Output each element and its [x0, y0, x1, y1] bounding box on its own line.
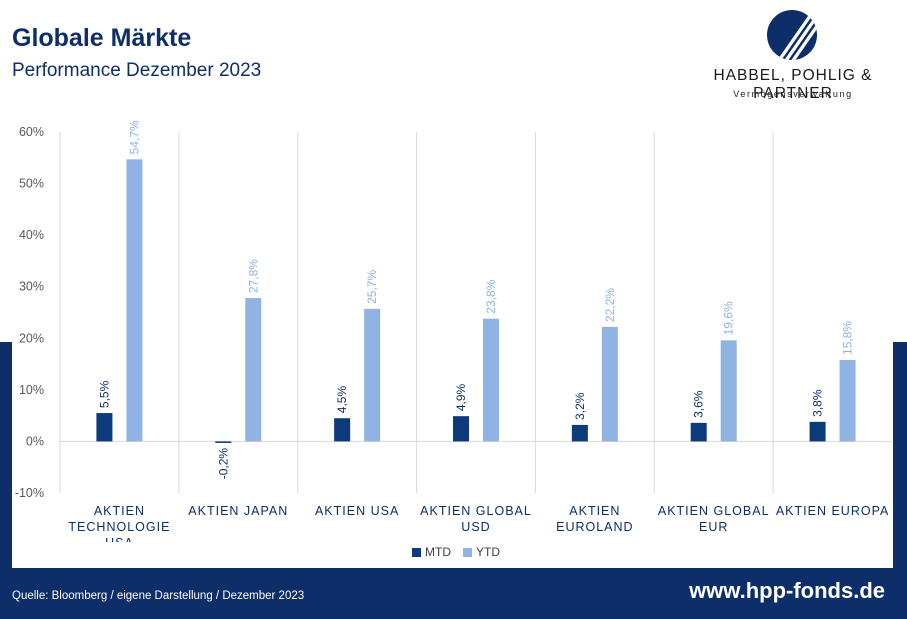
legend-swatch-ytd: [463, 547, 472, 557]
category-label: AKTIEN JAPAN: [188, 504, 288, 518]
category-label: AKTIEN GLOBAL: [658, 504, 770, 518]
legend-label-ytd: YTD: [476, 545, 500, 559]
bar-ytd: [720, 340, 737, 442]
data-label-ytd: 23,8%: [484, 279, 498, 313]
company-logo: HABBEL, POHLIG & PARTNER Vermögensverwal…: [688, 10, 898, 105]
y-tick-label: 0%: [26, 434, 44, 448]
category-label: AKTIEN EUROPA: [776, 504, 889, 518]
bar-chart: 60% 50% 40% 30% 20% 10% 0% -10% 5,5% 54,7% AKTIEN T…: [15, 120, 892, 542]
category-label: EUR: [699, 520, 728, 534]
data-label-ytd: 27,8%: [246, 259, 260, 293]
bar-mtd: [571, 424, 588, 442]
category-label: USD: [461, 520, 490, 534]
chart-panel: 60% 50% 40% 30% 20% 10% 0% -10% 5,5% 54,7% AKTIEN T…: [12, 117, 893, 568]
y-tick-label: 60%: [19, 125, 44, 139]
category-label: AKTIEN: [569, 504, 620, 518]
left-accent-band: [0, 342, 12, 619]
bar-ytd: [483, 318, 499, 442]
category-label: AKTIEN GLOBAL: [420, 504, 532, 518]
category-label: EUROLAND: [556, 520, 633, 534]
bar-mtd: [809, 421, 826, 442]
y-tick-label: 50%: [19, 177, 44, 191]
data-label-ytd: 54,7%: [127, 120, 141, 154]
data-label-ytd: 22,2%: [603, 288, 617, 322]
footer-bar: Quelle: Bloomberg / eigene Darstellung /…: [0, 568, 907, 619]
data-label-ytd: 25,7%: [365, 270, 379, 304]
bar-mtd: [96, 413, 113, 442]
bar-ytd: [839, 359, 856, 442]
bar-mtd: [453, 416, 469, 442]
source-note: Quelle: Bloomberg / eigene Darstellung /…: [12, 590, 305, 602]
bar-ytd: [601, 326, 618, 442]
legend-item-mtd: MTD: [412, 545, 451, 559]
website-link[interactable]: www.hpp-fonds.de: [689, 578, 885, 603]
page-subtitle: Performance Dezember 2023: [12, 60, 262, 81]
bar-ytd: [126, 159, 143, 442]
category-label: AKTIEN: [94, 504, 145, 518]
data-label-ytd: 15,8%: [841, 321, 855, 355]
legend-item-ytd: YTD: [463, 545, 500, 559]
y-tick-label: 40%: [19, 228, 44, 242]
chart-legend: MTD YTD: [412, 545, 500, 559]
category-label: TECHNOLOGIE: [68, 520, 170, 534]
data-label-mtd: 3,2%: [573, 392, 587, 420]
data-label-mtd: 3,8%: [811, 389, 825, 417]
data-label-mtd: -0,2%: [216, 448, 230, 480]
bar-mtd: [215, 441, 232, 443]
category-label: AKTIEN USA: [315, 504, 399, 518]
logo-tagline: Vermögensverwaltung: [733, 89, 853, 99]
data-label-mtd: 4,9%: [454, 383, 468, 411]
bar-mtd: [334, 418, 351, 442]
legend-swatch-mtd: [412, 547, 421, 557]
bar-ytd: [245, 298, 262, 442]
logo-company-name: HABBEL, POHLIG & PARTNER: [713, 67, 873, 102]
data-label-mtd: 5,5%: [97, 380, 111, 408]
y-tick-label: 20%: [19, 331, 44, 345]
bar-ytd: [364, 308, 381, 442]
category-label: USA: [105, 536, 134, 542]
right-accent-band: [893, 342, 907, 619]
data-label-mtd: 4,5%: [335, 386, 349, 414]
y-tick-label: 30%: [19, 280, 44, 294]
bar-mtd: [690, 422, 707, 442]
data-label-ytd: 19,6%: [722, 301, 736, 335]
page-title: Globale Märkte: [12, 24, 192, 52]
y-tick-label: -10%: [15, 486, 44, 500]
y-tick-label: 10%: [19, 383, 44, 397]
data-label-mtd: 3,6%: [692, 390, 706, 418]
logo-emblem-icon: [767, 10, 817, 60]
legend-label-mtd: MTD: [425, 545, 451, 559]
